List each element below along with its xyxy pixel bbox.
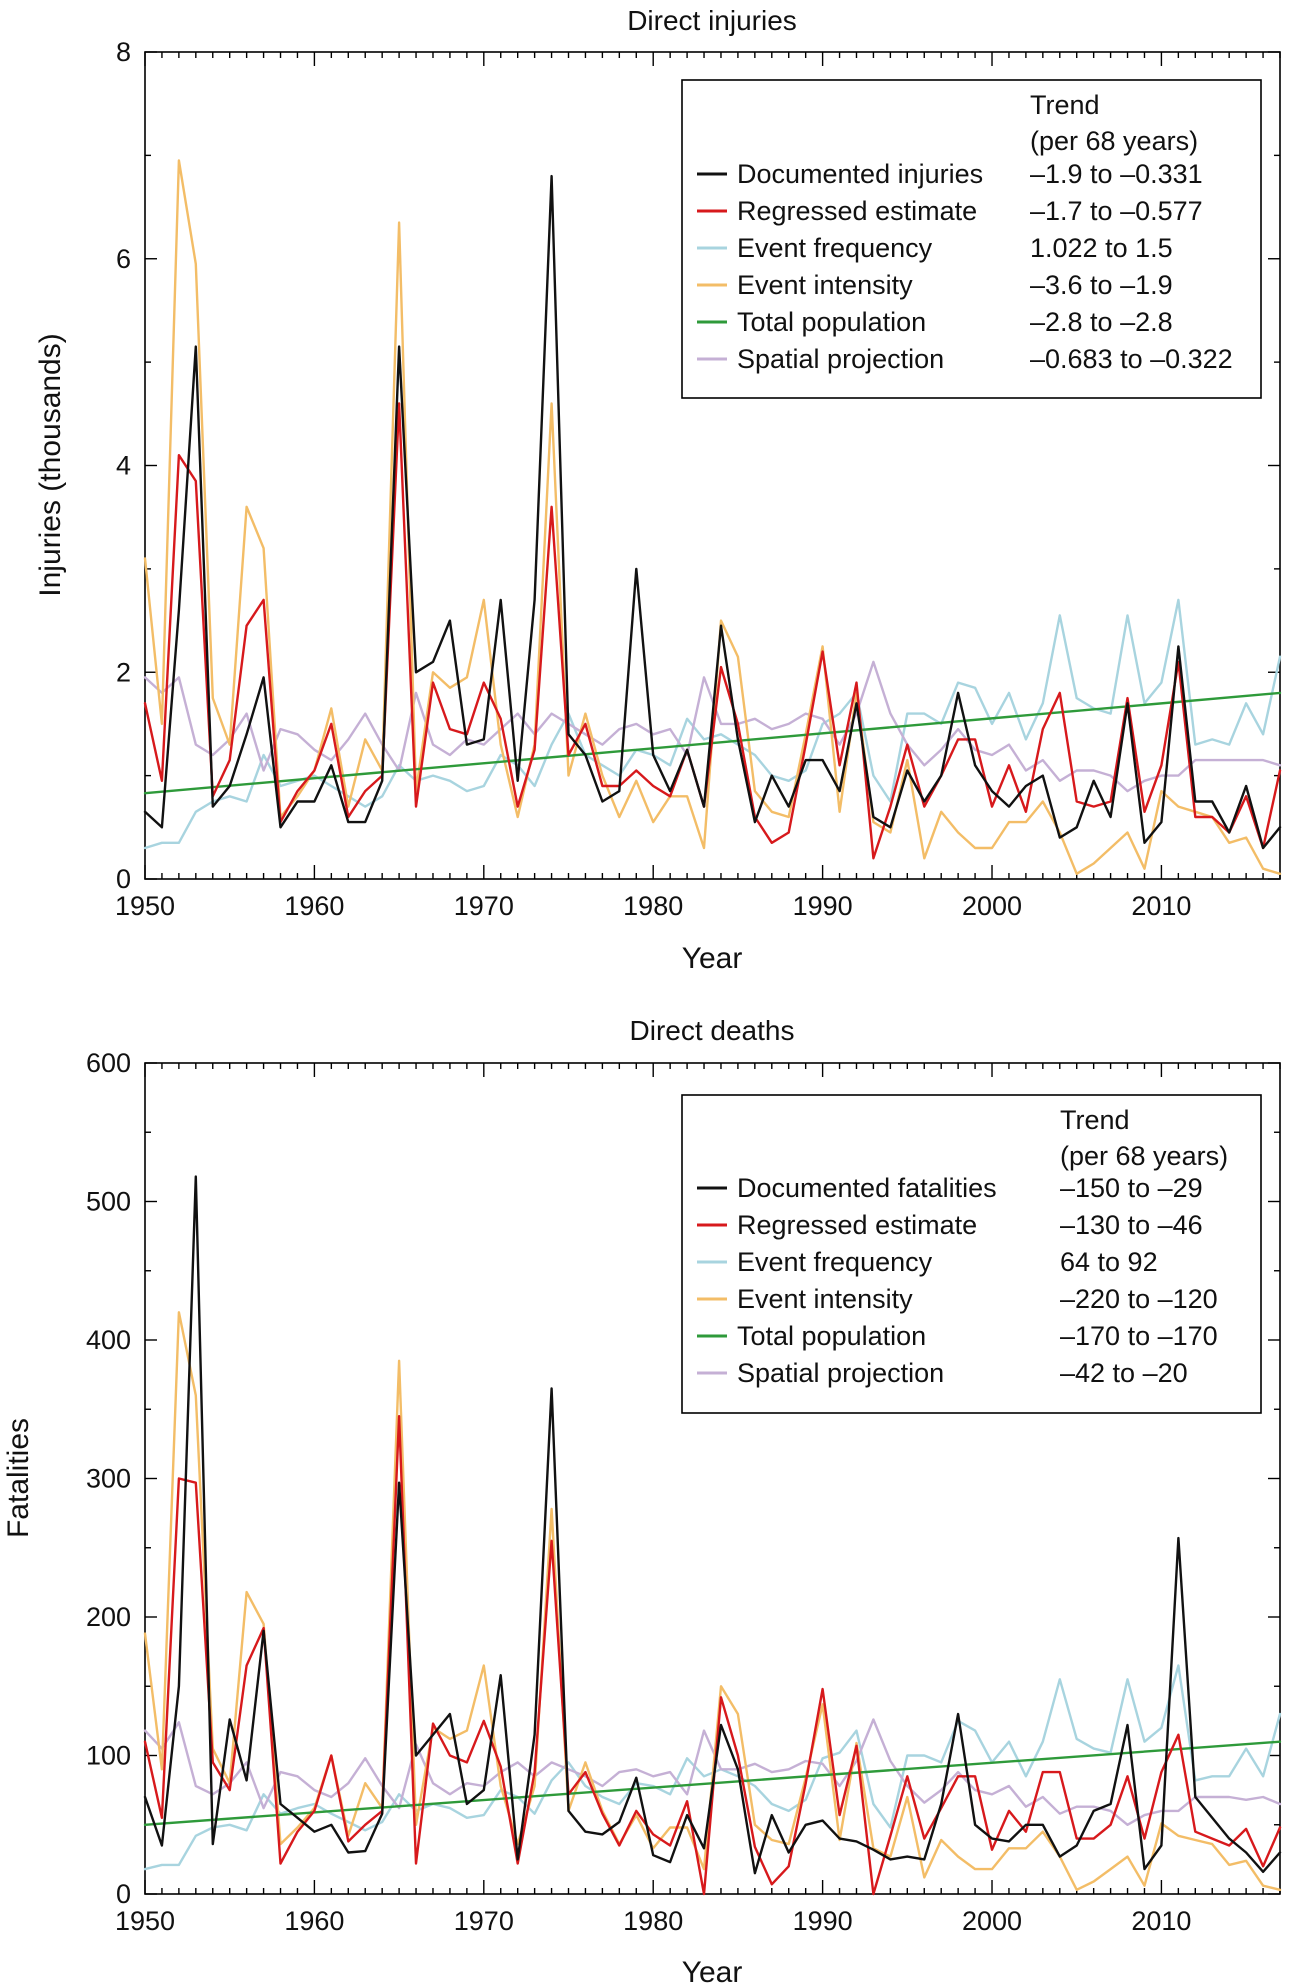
deaths-y-tick-label: 0	[116, 1879, 131, 1909]
legend-trend-documented: –1.9 to –0.331	[1030, 159, 1203, 189]
deaths-x-tick-label: 1990	[793, 1906, 853, 1936]
deaths-series-documented	[143, 1175, 1282, 1875]
deaths-x-tick-label: 2010	[1131, 1906, 1191, 1936]
injuries-series-lines	[143, 159, 1282, 875]
injuries-series-documented	[143, 174, 1282, 850]
injuries-legend-trend-header: Trend	[1030, 90, 1100, 120]
deaths-legend-rows: Documented fatalities –150 to –29 Regresse…	[697, 1173, 1218, 1388]
injuries-x-tick-label: 2000	[962, 891, 1022, 921]
legend-trend-intensity: –3.6 to –1.9	[1030, 270, 1173, 300]
deaths-x-tick-label: 1980	[623, 1906, 683, 1936]
legend-trend-intensity: –220 to –120	[1060, 1284, 1218, 1314]
legend-name-population: Total population	[737, 307, 926, 337]
deaths-y-tick-label: 600	[86, 1048, 131, 1078]
legend-name-intensity: Event intensity	[737, 270, 913, 300]
deaths-legend: Trend (per 68 years) Documented fataliti…	[681, 1094, 1262, 1414]
injuries-y-tick-label: 4	[116, 451, 131, 481]
legend-trend-population: –2.8 to –2.8	[1030, 307, 1173, 337]
legend-trend-frequency: 64 to 92	[1060, 1247, 1158, 1277]
deaths-legend-trend-header: Trend	[1060, 1105, 1130, 1135]
deaths-chart-title: Direct deaths	[630, 1015, 795, 1046]
injuries-x-tick-label: 2010	[1131, 891, 1191, 921]
legend-name-regressed: Regressed estimate	[737, 196, 977, 226]
deaths-series-regressed	[143, 1414, 1282, 1896]
legend-name-population: Total population	[737, 1321, 926, 1351]
deaths-x-tick-label: 2000	[962, 1906, 1022, 1936]
injuries-x-axis-label: Year	[682, 942, 743, 975]
deaths-axis-ticks: 0 100 200 300 400 500 600 1950 1960 1970 1980 1990 2…	[86, 1048, 1281, 1936]
legend-trend-frequency: 1.022 to 1.5	[1030, 233, 1173, 263]
deaths-y-tick-label: 500	[86, 1187, 131, 1217]
injuries-x-tick-label: 1990	[793, 891, 853, 921]
legend-trend-population: –170 to –170	[1060, 1321, 1218, 1351]
legend-name-frequency: Event frequency	[737, 1247, 933, 1277]
deaths-legend-trend-subheader: (per 68 years)	[1060, 1141, 1228, 1171]
deaths-series-spatial	[143, 1718, 1282, 1827]
deaths-x-tick-label: 1960	[284, 1906, 344, 1936]
injuries-series-spatial	[143, 660, 1282, 793]
injuries-legend: Trend (per 68 years) Documented injuries…	[681, 79, 1262, 399]
injuries-x-tick-label: 1960	[284, 891, 344, 921]
injuries-legend-box	[681, 79, 1262, 399]
injuries-y-tick-label: 2	[116, 657, 131, 687]
deaths-y-tick-label: 300	[86, 1464, 131, 1494]
injuries-axis-ticks: 0 2 4 6 8 1950 1960 1970 1980 1990 2000 2010	[115, 37, 1281, 921]
legend-trend-documented: –150 to –29	[1060, 1173, 1203, 1203]
legend-name-spatial: Spatial projection	[737, 1358, 944, 1388]
legend-name-frequency: Event frequency	[737, 233, 933, 263]
deaths-y-tick-label: 200	[86, 1602, 131, 1632]
deaths-x-tick-label: 1950	[115, 1906, 175, 1936]
injuries-x-tick-label: 1970	[454, 891, 514, 921]
deaths-y-tick-label: 100	[86, 1741, 131, 1771]
legend-name-documented: Documented injuries	[737, 159, 983, 189]
deaths-panel: Direct deaths 0 100 200 300 400 500 600 1950 196…	[2, 1015, 1282, 1988]
deaths-legend-box	[681, 1094, 1262, 1414]
injuries-y-tick-label: 6	[116, 244, 131, 274]
injuries-panel: Direct injuries 0 2 4 6 8 1950 1960 1970 1980 199…	[34, 5, 1282, 975]
legend-trend-regressed: –130 to –46	[1060, 1210, 1203, 1240]
deaths-x-axis-label: Year	[682, 1956, 743, 1988]
injuries-chart-title: Direct injuries	[627, 5, 797, 36]
injuries-x-tick-label: 1950	[115, 891, 175, 921]
legend-trend-regressed: –1.7 to –0.577	[1030, 196, 1203, 226]
injuries-y-tick-label: 8	[116, 37, 131, 67]
deaths-y-axis-label: Fatalities	[2, 1418, 35, 1538]
injuries-y-tick-label: 0	[116, 864, 131, 894]
legend-name-regressed: Regressed estimate	[737, 1210, 977, 1240]
injuries-series-regressed	[143, 402, 1282, 860]
legend-name-intensity: Event intensity	[737, 1284, 913, 1314]
legend-name-documented: Documented fatalities	[737, 1173, 997, 1203]
injuries-legend-rows: Documented injuries –1.9 to –0.331 Regress…	[697, 159, 1233, 374]
deaths-series-lines	[143, 1175, 1282, 1896]
deaths-x-tick-label: 1970	[454, 1906, 514, 1936]
legend-trend-spatial: –42 to –20	[1060, 1358, 1188, 1388]
legend-trend-spatial: –0.683 to –0.322	[1030, 344, 1233, 374]
injuries-y-axis-label: Injuries (thousands)	[34, 333, 67, 596]
deaths-y-tick-label: 400	[86, 1325, 131, 1355]
injuries-x-tick-label: 1980	[623, 891, 683, 921]
injuries-legend-trend-subheader: (per 68 years)	[1030, 126, 1198, 156]
legend-name-spatial: Spatial projection	[737, 344, 944, 374]
